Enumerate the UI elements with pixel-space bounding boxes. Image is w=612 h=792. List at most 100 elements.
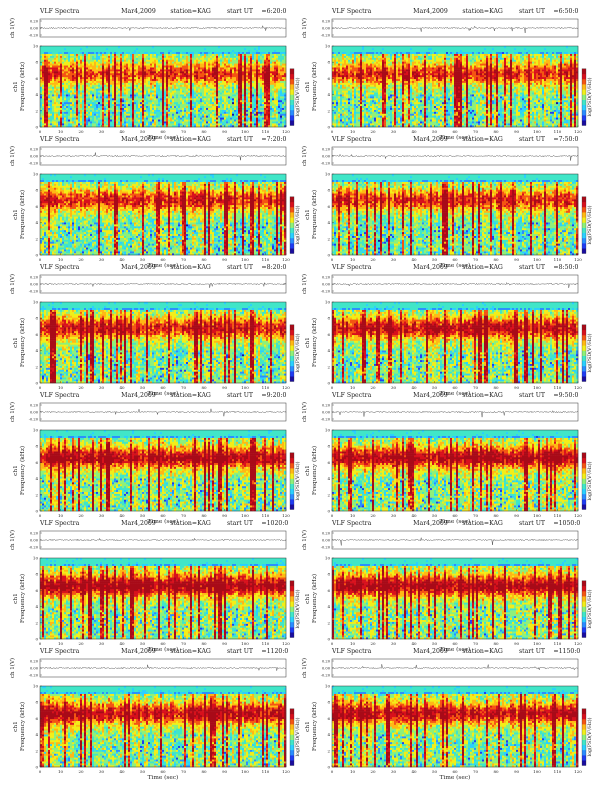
time-tick-label: 110 (554, 129, 562, 134)
time-tick-label: 80 (201, 513, 207, 518)
amplitude-trace (332, 538, 578, 546)
amplitude-tick-label: 0.00 (322, 283, 331, 287)
freq-axis-label: Frequency (kHz) (311, 446, 318, 495)
freq-tick-label: 4 (35, 604, 38, 609)
time-tick-label: 90 (222, 513, 228, 518)
panel-station: station=KAG (462, 264, 503, 271)
time-tick-label: 10 (350, 257, 356, 262)
freq-tick-label: 10 (33, 556, 39, 561)
panel-station: station=KAG (462, 648, 503, 655)
freq-tick-label: 6 (327, 460, 330, 465)
time-tick-label: 90 (514, 769, 520, 774)
time-tick-label: 70 (181, 385, 187, 390)
freq-tick-label: 10 (33, 428, 39, 433)
colorbar-label: log(PSD(V²/Hz)) (294, 717, 301, 756)
time-axis-label: Time (sec) (148, 774, 179, 781)
amplitude-tick-label: -0.20 (321, 546, 331, 550)
freq-tick-label: 10 (325, 44, 331, 49)
time-tick-label: 100 (241, 641, 249, 646)
time-tick-label: 110 (554, 641, 562, 646)
spectra-panel-8: VLF Spectra Mar4,2009 station=KAG start UT =… (301, 392, 593, 525)
colorbar (582, 709, 586, 766)
time-tick-label: 50 (432, 769, 438, 774)
time-tick-label: 90 (222, 257, 228, 262)
time-tick-label: 60 (452, 385, 458, 390)
time-tick-label: 80 (201, 769, 207, 774)
time-tick-label: 10 (58, 129, 64, 134)
time-tick-label: 30 (99, 257, 105, 262)
spectra-panel-7: VLF Spectra Mar4,2009 station=KAG start UT =… (9, 392, 301, 525)
panel-date: Mar4,2009 (413, 264, 448, 271)
time-tick-label: 100 (241, 129, 249, 134)
panel-date: Mar4,2009 (121, 648, 156, 655)
panel-start-label: start UT (227, 264, 254, 271)
amplitude-tick-label: 0.20 (322, 404, 331, 408)
time-tick-label: 40 (411, 513, 417, 518)
spectrogram-heatmap (332, 430, 578, 511)
time-tick-label: 0 (331, 769, 334, 774)
colorbar-label: log(PSD(V²/Hz)) (586, 205, 593, 244)
time-tick-label: 0 (39, 641, 42, 646)
time-tick-label: 70 (473, 641, 479, 646)
time-tick-label: 100 (533, 513, 541, 518)
freq-tick-label: 4 (327, 604, 330, 609)
freq-tick-label: 4 (327, 348, 330, 353)
time-tick-label: 120 (282, 769, 290, 774)
time-tick-label: 50 (432, 513, 438, 518)
time-tick-label: 80 (201, 385, 207, 390)
time-tick-label: 100 (241, 257, 249, 262)
colorbar-label: log(PSD(V²/Hz)) (294, 333, 301, 372)
freq-axis-label: Frequency (kHz) (19, 702, 26, 751)
spectrogram-heatmap (40, 686, 286, 767)
colorbar-label: log(PSD(V²/Hz)) (294, 205, 301, 244)
amplitude-tick-label: 0.00 (30, 27, 39, 31)
freq-tick-label: 6 (327, 332, 330, 337)
amplitude-axis-label: ch 1(V) (9, 402, 16, 422)
amplitude-tick-label: 0.00 (322, 411, 331, 415)
time-tick-label: 30 (391, 769, 397, 774)
panel-start-ut: =6:20:0 (261, 8, 286, 15)
amplitude-trace (332, 411, 578, 417)
panel-start-ut: =7:20:0 (261, 136, 286, 143)
panel-start-label: start UT (227, 136, 254, 143)
time-tick-label: 110 (262, 641, 270, 646)
freq-tick-label: 8 (327, 444, 330, 449)
freq-tick-label: 4 (35, 348, 38, 353)
freq-axis-label: Frequency (kHz) (19, 190, 26, 239)
freq-tick-label: 2 (327, 492, 330, 497)
panel-title: VLF Spectra (331, 392, 372, 399)
amplitude-tick-label: -0.20 (29, 290, 39, 294)
freq-tick-label: 2 (327, 620, 330, 625)
time-tick-label: 80 (493, 257, 499, 262)
spectrogram-heatmap (40, 558, 286, 639)
panel-date: Mar4,2009 (121, 520, 156, 527)
time-tick-label: 90 (514, 257, 520, 262)
time-tick-label: 20 (370, 129, 376, 134)
amplitude-tick-label: 0.00 (322, 667, 331, 671)
colorbar (582, 69, 586, 126)
time-tick-label: 10 (58, 257, 64, 262)
amplitude-trace (332, 154, 578, 160)
colorbar (582, 581, 586, 638)
colorbar (290, 453, 294, 510)
panel-title: VLF Spectra (331, 648, 372, 655)
spectra-panel-10: VLF Spectra Mar4,2009 station=KAG start UT =… (301, 520, 593, 653)
time-tick-label: 0 (39, 257, 42, 262)
freq-tick-label: 6 (327, 76, 330, 81)
time-tick-label: 70 (181, 257, 187, 262)
amplitude-tick-label: 0.00 (322, 539, 331, 543)
freq-tick-label: 8 (327, 700, 330, 705)
panel-start-label: start UT (227, 520, 254, 527)
time-tick-label: 60 (160, 641, 166, 646)
colorbar (290, 325, 294, 382)
freq-tick-label: 6 (35, 460, 38, 465)
channel-label: ch1 (13, 337, 19, 348)
freq-tick-label: 2 (327, 236, 330, 241)
channel-label: ch1 (305, 593, 311, 604)
panel-station: station=KAG (462, 520, 503, 527)
amplitude-tick-label: 0.20 (322, 532, 331, 536)
spectra-panel-2: VLF Spectra Mar4,2009 station=KAG start UT =… (301, 8, 593, 141)
panel-station: station=KAG (462, 8, 503, 15)
time-tick-label: 120 (282, 257, 290, 262)
amplitude-trace (332, 26, 578, 33)
